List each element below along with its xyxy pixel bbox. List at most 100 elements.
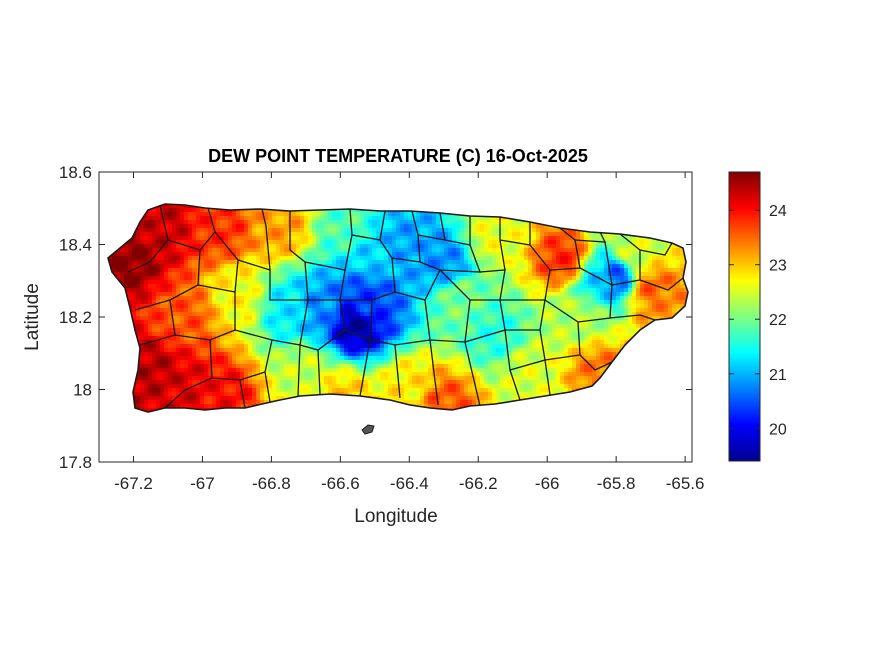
field-cell xyxy=(216,324,221,329)
field-cell xyxy=(588,268,593,273)
field-cell xyxy=(640,324,645,329)
field-cell xyxy=(656,256,661,261)
field-cell xyxy=(500,276,505,281)
field-cell xyxy=(504,308,509,313)
field-cell xyxy=(680,292,685,297)
field-cell xyxy=(172,212,177,217)
field-cell xyxy=(676,272,681,277)
field-cell xyxy=(156,268,161,273)
field-cell xyxy=(304,324,309,329)
field-cell xyxy=(208,220,213,225)
field-cell xyxy=(644,316,649,321)
field-cell xyxy=(668,288,673,293)
field-cell xyxy=(636,236,641,241)
field-cell xyxy=(660,248,665,253)
field-cell xyxy=(340,276,345,281)
field-cell xyxy=(248,272,253,277)
field-cell xyxy=(308,212,313,217)
field-cell xyxy=(584,288,589,293)
field-cell xyxy=(396,308,401,313)
field-cell xyxy=(584,296,589,301)
field-cell xyxy=(504,264,509,269)
field-cell xyxy=(252,296,257,301)
field-cell xyxy=(560,328,565,333)
field-cell xyxy=(500,224,505,229)
field-cell xyxy=(644,272,649,277)
field-cell xyxy=(376,236,381,241)
field-cell xyxy=(212,232,217,237)
field-cell xyxy=(312,288,317,293)
field-cell xyxy=(216,228,221,233)
field-cell xyxy=(376,328,381,333)
field-cell xyxy=(156,304,161,309)
field-cell xyxy=(620,316,625,321)
field-cell xyxy=(572,272,577,277)
field-cell xyxy=(600,312,605,317)
field-cell xyxy=(180,328,185,333)
field-cell xyxy=(548,252,553,257)
field-cell xyxy=(136,244,141,249)
field-cell xyxy=(228,228,233,233)
field-cell xyxy=(272,304,277,309)
field-cell xyxy=(592,296,597,301)
field-cell xyxy=(268,320,273,325)
field-cell xyxy=(440,216,445,221)
field-cell xyxy=(168,268,173,273)
field-cell xyxy=(240,296,245,301)
field-cell xyxy=(248,236,253,241)
field-cell xyxy=(188,264,193,269)
field-cell xyxy=(356,268,361,273)
field-cell xyxy=(324,228,329,233)
field-cell xyxy=(532,304,537,309)
field-cell xyxy=(440,320,445,325)
field-cell xyxy=(244,296,249,301)
field-cell xyxy=(132,280,137,285)
field-cell xyxy=(412,228,417,233)
field-cell xyxy=(264,240,269,245)
field-cell xyxy=(488,308,493,313)
field-cell xyxy=(372,332,377,337)
field-cell xyxy=(208,224,213,229)
field-cell xyxy=(128,260,133,265)
field-cell xyxy=(180,208,185,213)
field-cell xyxy=(680,260,685,265)
field-cell xyxy=(296,292,301,297)
field-cell xyxy=(332,328,337,333)
field-cell xyxy=(220,284,225,289)
field-cell xyxy=(312,284,317,289)
field-cell xyxy=(364,272,369,277)
field-cell xyxy=(448,220,453,225)
field-cell xyxy=(228,264,233,269)
field-cell xyxy=(200,228,205,233)
field-cell xyxy=(600,268,605,273)
field-cell xyxy=(576,240,581,245)
field-cell xyxy=(316,328,321,333)
field-cell xyxy=(300,260,305,265)
field-cell xyxy=(604,272,609,277)
field-cell xyxy=(476,320,481,325)
field-cell xyxy=(496,292,501,297)
field-cell xyxy=(672,284,677,289)
field-cell xyxy=(160,284,165,289)
field-cell xyxy=(616,328,621,333)
field-cell xyxy=(640,252,645,257)
field-cell xyxy=(288,292,293,297)
field-cell xyxy=(272,268,277,273)
field-cell xyxy=(224,232,229,237)
field-cell xyxy=(324,312,329,317)
field-cell xyxy=(248,268,253,273)
field-cell xyxy=(416,304,421,309)
field-cell xyxy=(404,296,409,301)
field-cell xyxy=(644,248,649,253)
field-cell xyxy=(160,216,165,221)
field-cell xyxy=(444,256,449,261)
field-cell xyxy=(336,304,341,309)
field-cell xyxy=(152,252,157,257)
field-cell xyxy=(344,300,349,305)
field-cell xyxy=(216,240,221,245)
field-cell xyxy=(608,288,613,293)
field-cell xyxy=(524,324,529,329)
field-cell xyxy=(348,296,353,301)
field-cell xyxy=(616,268,621,273)
field-cell xyxy=(372,248,377,253)
